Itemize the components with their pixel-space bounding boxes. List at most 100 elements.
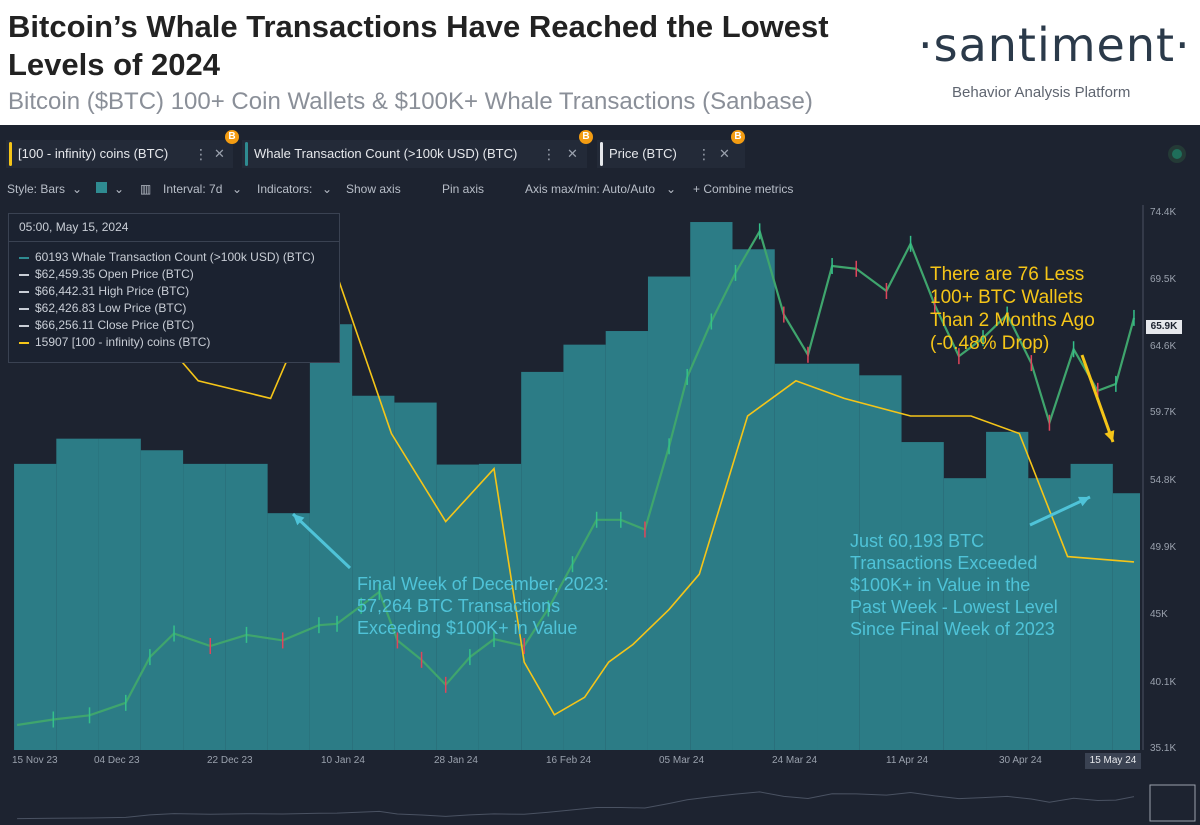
y-tick-label: 64.6K bbox=[1150, 341, 1177, 352]
close-icon[interactable]: ✕ bbox=[567, 146, 578, 161]
x-tick-label: 28 Jan 24 bbox=[434, 755, 478, 766]
whale-bar bbox=[1112, 493, 1140, 750]
tooltip-label: Open Price (BTC) bbox=[98, 267, 194, 281]
y-tick-label: 74.4K bbox=[1150, 207, 1177, 218]
data-tooltip: 05:00, May 15, 2024 60193 Whale Transact… bbox=[8, 213, 340, 363]
metric-color-stripe bbox=[245, 142, 248, 166]
chevron-down-icon[interactable]: ⌄ bbox=[114, 182, 125, 196]
chevron-down-icon[interactable]: ⌄ bbox=[232, 182, 243, 196]
chevron-down-icon[interactable]: ⌄ bbox=[322, 182, 333, 196]
arrow-wallets bbox=[1080, 354, 1115, 443]
whale-bar bbox=[183, 463, 226, 750]
tooltip-value: $66,442.31 bbox=[35, 284, 96, 298]
y-tick-label: 35.1K bbox=[1150, 743, 1177, 754]
x-tick-label: 10 Jan 24 bbox=[321, 755, 365, 766]
style-select[interactable]: Style: Bars bbox=[7, 182, 66, 196]
annotation-latest-week: Just 60,193 BTC Transactions Exceeded $1… bbox=[850, 531, 1058, 639]
page-subtitle: Bitcoin ($BTC) 100+ Coin Wallets & $100K… bbox=[8, 88, 813, 115]
whale-bar bbox=[225, 463, 268, 750]
chevron-down-icon[interactable]: ⌄ bbox=[72, 182, 83, 196]
holders-series bbox=[16, 255, 1135, 716]
tooltip-date: 05:00, May 15, 2024 bbox=[19, 220, 129, 234]
navigator-window bbox=[1149, 784, 1196, 822]
tooltip-row: $66,442.31 High Price (BTC) bbox=[19, 284, 189, 298]
interval-select[interactable]: Interval: 7d bbox=[163, 182, 223, 196]
metric-chip-price[interactable]: Price (BTC) ⋮ ✕ B bbox=[597, 130, 745, 168]
whale-bar bbox=[647, 276, 691, 750]
tooltip-row: 60193 Whale Transaction Count (>100k USD… bbox=[19, 250, 315, 264]
indicators-select[interactable]: Indicators: bbox=[257, 182, 313, 196]
santiment-logo: ·santiment· bbox=[918, 18, 1191, 72]
bitcoin-icon: B bbox=[225, 130, 239, 144]
calendar-icon: ▥ bbox=[140, 182, 152, 196]
show-axis-toggle[interactable]: Show axis bbox=[346, 182, 401, 196]
logo-tagline: Behavior Analysis Platform bbox=[952, 84, 1131, 101]
holders-line bbox=[16, 255, 1135, 716]
whale-bar bbox=[98, 438, 141, 750]
tooltip-value: 15907 bbox=[35, 335, 69, 349]
bitcoin-icon: B bbox=[579, 130, 593, 144]
metric-menu-icon[interactable]: ⋮ bbox=[697, 146, 711, 162]
y-tick-label: 40.1K bbox=[1150, 677, 1177, 688]
tooltip-value: $62,426.83 bbox=[35, 301, 96, 315]
close-icon[interactable]: ✕ bbox=[719, 146, 730, 161]
whale-bar bbox=[56, 438, 99, 750]
legend-swatch bbox=[19, 307, 29, 310]
tooltip-row: $62,459.35 Open Price (BTC) bbox=[19, 267, 194, 281]
whale-bar bbox=[1070, 463, 1113, 750]
metric-color-stripe bbox=[600, 142, 603, 166]
price-series bbox=[16, 223, 1136, 728]
x-tick-label: 22 Dec 23 bbox=[207, 755, 253, 766]
axis-maxmin-select[interactable]: Axis max/min: Auto/Auto bbox=[525, 182, 656, 196]
chevron-down-icon[interactable]: ⌄ bbox=[666, 182, 677, 196]
whale-bar bbox=[817, 363, 860, 750]
tooltip-value: $62,459.35 bbox=[35, 267, 96, 281]
current-price-badge: 65.9K bbox=[1146, 320, 1182, 334]
mini-navigator bbox=[0, 770, 1200, 825]
x-tick-label: 04 Dec 23 bbox=[94, 755, 140, 766]
metric-chip-whale-count[interactable]: Whale Transaction Count (>100k USD) (BTC… bbox=[242, 130, 593, 168]
whale-bar bbox=[732, 249, 775, 750]
arrow-latest-week-head bbox=[1078, 496, 1090, 507]
combine-metrics-button[interactable]: + Combine metrics bbox=[693, 182, 794, 196]
y-tick-label: 45K bbox=[1150, 609, 1168, 620]
tooltip-label: Low Price (BTC) bbox=[98, 301, 187, 315]
whale-bar bbox=[352, 395, 395, 750]
tooltip-value: $66,256.11 bbox=[35, 318, 95, 332]
metric-chip-holders[interactable]: [100 - infinity) coins (BTC) ⋮ ✕ B bbox=[6, 130, 239, 168]
legend-swatch bbox=[19, 324, 29, 327]
y-tick-label: 59.7K bbox=[1150, 407, 1177, 418]
metric-menu-icon[interactable]: ⋮ bbox=[542, 146, 556, 162]
metric-menu-icon[interactable]: ⋮ bbox=[194, 146, 208, 162]
tooltip-row: $62,426.83 Low Price (BTC) bbox=[19, 301, 186, 315]
x-tick-label: 30 Apr 24 bbox=[999, 755, 1042, 766]
whale-bar bbox=[859, 375, 902, 750]
tooltip-row: $66,256.11 Close Price (BTC) bbox=[19, 318, 194, 332]
navigator-background bbox=[0, 770, 1200, 825]
navigator-line bbox=[17, 791, 1135, 820]
y-tick-label: 69.5K bbox=[1150, 274, 1177, 285]
y-tick-label: 54.8K bbox=[1150, 475, 1177, 486]
whale-bar bbox=[140, 450, 184, 750]
arrow-latest-week bbox=[1029, 495, 1091, 527]
whale-bar bbox=[943, 478, 987, 750]
close-icon[interactable]: ✕ bbox=[214, 146, 225, 161]
whale-bar bbox=[14, 463, 57, 750]
tooltip-label: High Price (BTC) bbox=[98, 284, 190, 298]
metric-color-stripe bbox=[9, 142, 12, 166]
whale-bar bbox=[436, 464, 479, 750]
tooltip-divider bbox=[9, 241, 339, 242]
pin-axis-toggle[interactable]: Pin axis bbox=[442, 182, 485, 196]
live-status-icon bbox=[1172, 149, 1182, 159]
legend-swatch bbox=[19, 273, 29, 276]
whale-bars-series bbox=[14, 222, 1140, 750]
legend-swatch bbox=[19, 290, 29, 293]
color-swatch-icon[interactable] bbox=[96, 182, 107, 193]
tooltip-row: 15907 [100 - infinity) coins (BTC) bbox=[19, 335, 210, 349]
whale-bar bbox=[986, 431, 1029, 750]
x-tick-label: 15 Nov 23 bbox=[12, 755, 58, 766]
header: Bitcoin’s Whale Transactions Have Reache… bbox=[0, 0, 1200, 125]
annotation-arrows bbox=[291, 354, 1115, 570]
whale-bar bbox=[563, 344, 606, 750]
